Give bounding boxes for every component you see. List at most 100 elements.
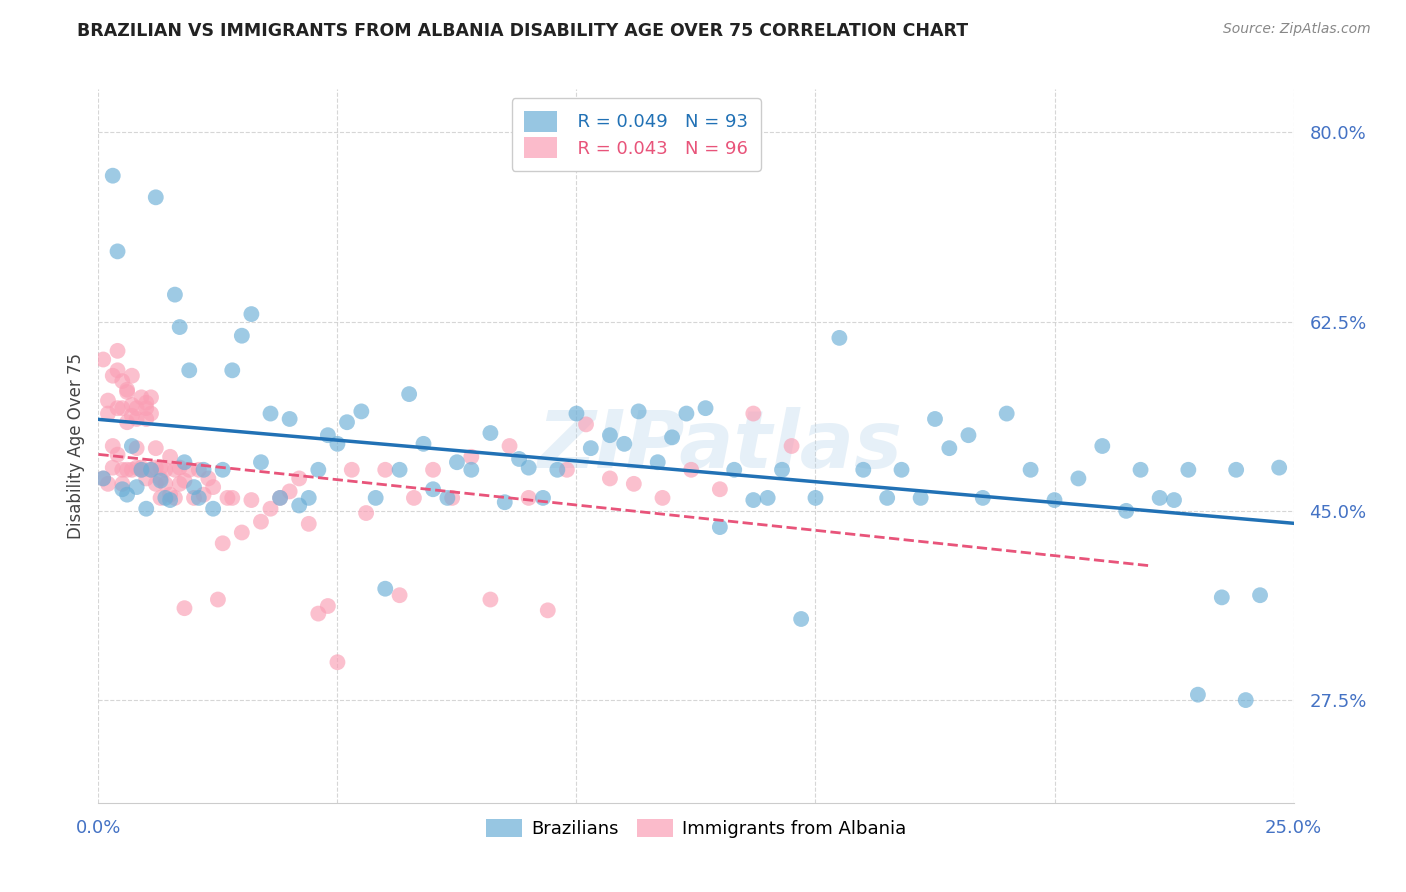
Point (163, 463, 186, 477)
Point (326, 437, 349, 451)
Point (197, 471, 219, 485)
Point (460, 463, 482, 477)
Point (1043, 493, 1066, 508)
Point (402, 491, 425, 505)
Point (101, 368, 124, 383)
Point (804, 491, 827, 505)
Point (1249, 588, 1271, 602)
Point (517, 460, 540, 475)
Point (579, 441, 602, 455)
Point (316, 428, 339, 442)
Point (479, 592, 502, 607)
Point (1187, 688, 1209, 702)
Point (125, 401, 148, 416)
Point (211, 463, 233, 477)
Point (651, 491, 673, 505)
Point (115, 383, 138, 397)
Point (479, 425, 502, 440)
Point (924, 412, 946, 426)
Point (350, 404, 373, 418)
Text: BRAZILIAN VS IMMIGRANTS FROM ALBANIA DISABILITY AGE OVER 75 CORRELATION CHART: BRAZILIAN VS IMMIGRANTS FROM ALBANIA DIS… (77, 22, 969, 40)
Point (436, 491, 458, 505)
Point (115, 488, 138, 502)
Point (149, 460, 172, 475)
Point (647, 455, 669, 469)
Point (269, 491, 291, 505)
Point (183, 491, 205, 505)
Point (187, 463, 209, 477)
Point (107, 244, 129, 259)
Point (340, 463, 363, 477)
Point (890, 463, 912, 477)
Point (460, 450, 482, 464)
Point (288, 499, 311, 513)
Point (183, 480, 205, 494)
Point (131, 463, 153, 477)
Point (121, 439, 143, 453)
Point (115, 415, 138, 429)
Text: Source: ZipAtlas.com: Source: ZipAtlas.com (1223, 22, 1371, 37)
Legend: Brazilians, Immigrants from Albania: Brazilians, Immigrants from Albania (477, 810, 915, 847)
Point (250, 515, 273, 529)
Point (149, 491, 172, 505)
Point (742, 493, 765, 508)
Point (599, 471, 621, 485)
Y-axis label: Disability Age Over 75: Disability Age Over 75 (66, 353, 84, 539)
Point (111, 476, 134, 491)
Point (1129, 463, 1152, 477)
Point (441, 491, 464, 505)
Point (107, 363, 129, 377)
Point (565, 407, 588, 421)
Point (111, 374, 134, 388)
Point (163, 491, 186, 505)
Point (91, 471, 114, 485)
Point (169, 460, 191, 475)
Point (145, 190, 167, 204)
Point (217, 491, 239, 505)
Point (97, 407, 120, 421)
Point (193, 488, 215, 502)
Point (1163, 493, 1185, 508)
Point (111, 463, 134, 477)
Point (135, 401, 157, 416)
Point (107, 448, 129, 462)
Point (155, 491, 177, 505)
Point (115, 463, 138, 477)
Point (326, 655, 349, 669)
Point (995, 407, 1018, 421)
Point (613, 437, 636, 451)
Point (101, 169, 124, 183)
Point (259, 407, 281, 421)
Point (316, 599, 339, 613)
Point (221, 363, 243, 377)
Point (115, 384, 138, 399)
Point (876, 491, 898, 505)
Point (364, 491, 387, 505)
Point (1019, 463, 1042, 477)
Point (179, 363, 201, 377)
Point (1211, 591, 1233, 605)
Point (307, 463, 329, 477)
Point (231, 328, 253, 343)
Point (298, 491, 321, 505)
Point (298, 516, 321, 531)
Point (169, 476, 191, 491)
Point (681, 463, 703, 477)
Point (111, 482, 134, 496)
Point (169, 320, 191, 334)
Point (159, 450, 181, 464)
Point (121, 398, 143, 412)
Point (742, 407, 765, 421)
Point (155, 463, 177, 477)
Point (288, 471, 311, 485)
Point (131, 460, 153, 475)
Point (307, 607, 329, 621)
Point (240, 307, 263, 321)
Point (139, 463, 162, 477)
Point (531, 491, 554, 505)
Point (627, 404, 650, 418)
Point (508, 452, 530, 467)
Point (546, 463, 568, 477)
Point (121, 409, 143, 423)
Point (575, 417, 598, 432)
